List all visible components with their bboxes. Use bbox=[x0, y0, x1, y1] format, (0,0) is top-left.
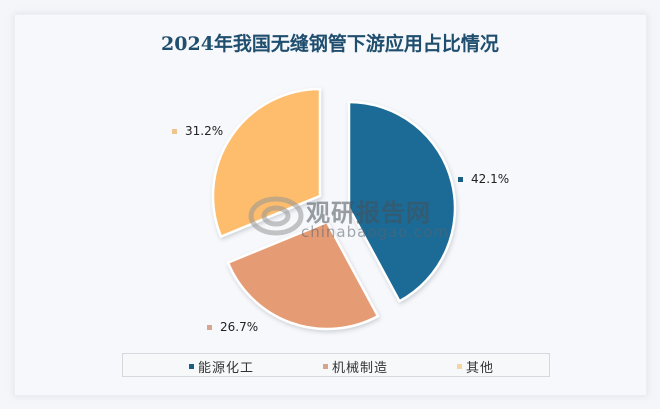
legend-item-other[interactable]: 其他 bbox=[457, 357, 494, 376]
label-marker-icon bbox=[172, 128, 177, 134]
label-marker-icon bbox=[458, 176, 463, 182]
data-label-machinery: 26.7% bbox=[207, 320, 258, 334]
pie-slice-energy[interactable] bbox=[347, 100, 457, 303]
legend-item-energy[interactable]: 能源化工 bbox=[189, 357, 254, 376]
data-label-value: 26.7% bbox=[220, 320, 259, 334]
chart-legend: 能源化工 机械制造 其他 bbox=[122, 353, 550, 377]
legend-marker-icon bbox=[323, 364, 328, 369]
data-label-value: 31.2% bbox=[185, 124, 224, 138]
legend-label: 其他 bbox=[466, 361, 495, 376]
pie-slice-machinery[interactable] bbox=[226, 220, 380, 331]
chart-panel bbox=[14, 14, 647, 396]
label-marker-icon bbox=[207, 324, 212, 330]
data-label-energy: 42.1% bbox=[458, 172, 509, 186]
pie-slice-other[interactable] bbox=[211, 87, 322, 238]
legend-marker-icon bbox=[457, 364, 462, 369]
chart-title: 2024年我国无缝钢管下游应用占比情况 bbox=[161, 33, 499, 55]
legend-item-machinery[interactable]: 机械制造 bbox=[323, 357, 388, 376]
data-label-other: 31.2% bbox=[172, 124, 223, 138]
data-label-value: 42.1% bbox=[471, 172, 510, 186]
legend-label: 机械制造 bbox=[332, 361, 389, 376]
legend-label: 能源化工 bbox=[198, 361, 255, 376]
legend-marker-icon bbox=[189, 364, 194, 369]
